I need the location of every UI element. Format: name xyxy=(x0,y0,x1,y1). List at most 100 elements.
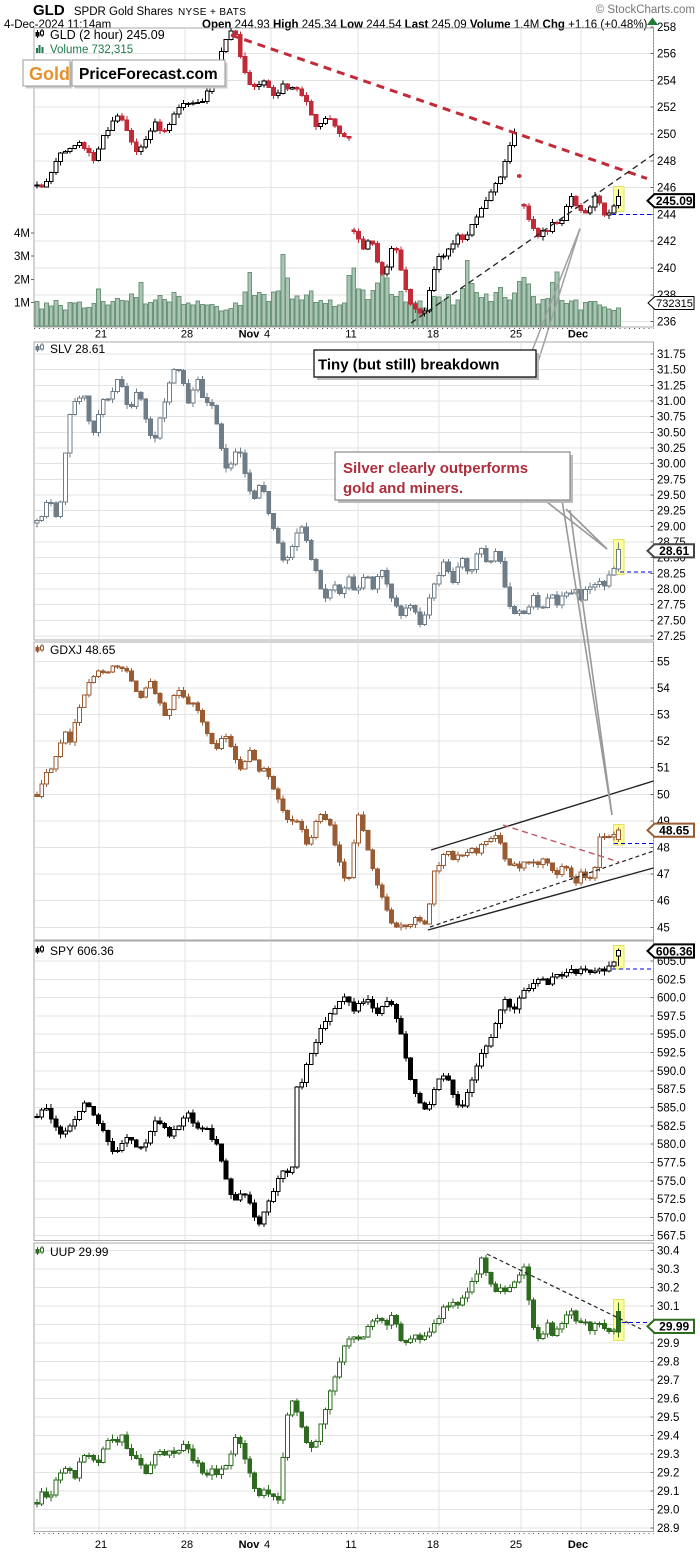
svg-text:28.61: 28.61 xyxy=(659,544,689,558)
svg-text:1M: 1M xyxy=(14,298,30,310)
svg-text:29.2: 29.2 xyxy=(657,1468,679,1480)
svg-text:29.00: 29.00 xyxy=(657,521,686,533)
svg-text:30.25: 30.25 xyxy=(657,443,686,455)
svg-text:248: 248 xyxy=(657,156,676,168)
svg-text:53: 53 xyxy=(657,710,670,722)
svg-text:28.9: 28.9 xyxy=(657,1523,679,1535)
svg-text:27.75: 27.75 xyxy=(657,600,686,612)
svg-text:25: 25 xyxy=(510,1539,522,1551)
svg-text:4: 4 xyxy=(264,329,270,341)
svg-text:21: 21 xyxy=(95,329,107,341)
svg-text:30.4: 30.4 xyxy=(657,1246,680,1258)
svg-text:4: 4 xyxy=(264,1539,270,1551)
svg-text:11: 11 xyxy=(345,1539,356,1551)
svg-text:30.00: 30.00 xyxy=(657,459,686,471)
svg-text:4M: 4M xyxy=(14,228,30,240)
svg-text:29.7: 29.7 xyxy=(657,1375,679,1387)
svg-text:732315: 732315 xyxy=(656,298,693,310)
svg-text:29.6: 29.6 xyxy=(657,1394,679,1406)
svg-text:29.4: 29.4 xyxy=(657,1431,680,1443)
svg-text:27.25: 27.25 xyxy=(657,631,686,643)
svg-text:27.50: 27.50 xyxy=(657,615,686,627)
svg-text:52: 52 xyxy=(657,736,670,748)
svg-text:572.5: 572.5 xyxy=(657,1194,686,1206)
svg-text:29.0: 29.0 xyxy=(657,1505,679,1517)
svg-text:250: 250 xyxy=(657,129,676,141)
svg-text:3M: 3M xyxy=(14,251,30,263)
svg-text:587.5: 587.5 xyxy=(657,1084,686,1096)
svg-text:580.0: 580.0 xyxy=(657,1139,686,1151)
svg-text:595.0: 595.0 xyxy=(657,1029,686,1041)
svg-text:29.1: 29.1 xyxy=(657,1486,679,1498)
svg-text:590.0: 590.0 xyxy=(657,1066,686,1078)
svg-text:570.0: 570.0 xyxy=(657,1212,686,1224)
svg-text:© StockCharts.com: © StockCharts.com xyxy=(596,4,695,16)
svg-text:54: 54 xyxy=(657,683,670,695)
svg-text:51: 51 xyxy=(657,763,670,775)
svg-text:46: 46 xyxy=(657,896,670,908)
svg-text:31.50: 31.50 xyxy=(657,365,686,377)
svg-text:31.25: 31.25 xyxy=(657,380,686,392)
svg-text:605.0: 605.0 xyxy=(657,956,686,968)
svg-text:28: 28 xyxy=(181,1539,193,1551)
svg-text:31.75: 31.75 xyxy=(657,349,686,361)
svg-text:30.2: 30.2 xyxy=(657,1283,679,1295)
svg-text:50: 50 xyxy=(657,789,670,801)
svg-text:SPY 606.36: SPY 606.36 xyxy=(50,944,114,958)
svg-text:30.75: 30.75 xyxy=(657,412,686,424)
svg-text:606.36: 606.36 xyxy=(656,944,693,958)
svg-text:30.1: 30.1 xyxy=(657,1301,679,1313)
svg-text:11: 11 xyxy=(345,329,356,341)
svg-text:Silver clearly outperforms: Silver clearly outperforms xyxy=(343,460,528,477)
svg-text:29.3: 29.3 xyxy=(657,1449,679,1461)
svg-text:29.5: 29.5 xyxy=(657,1412,679,1424)
svg-text:45: 45 xyxy=(657,922,670,934)
svg-text:29.50: 29.50 xyxy=(657,490,686,502)
svg-text:567.5: 567.5 xyxy=(657,1231,686,1243)
svg-text:575.0: 575.0 xyxy=(657,1176,686,1188)
svg-text:28.25: 28.25 xyxy=(657,568,686,580)
svg-text:236: 236 xyxy=(657,317,676,329)
svg-text:602.5: 602.5 xyxy=(657,974,686,986)
svg-text:31.00: 31.00 xyxy=(657,396,686,408)
svg-text:gold and miners.: gold and miners. xyxy=(343,480,463,497)
svg-text:Nov: Nov xyxy=(239,1539,261,1551)
svg-text:Dec: Dec xyxy=(568,329,588,341)
svg-text:600.0: 600.0 xyxy=(657,993,686,1005)
svg-text:21: 21 xyxy=(95,1539,107,1551)
svg-text:UUP 29.99: UUP 29.99 xyxy=(50,1245,109,1259)
svg-text:582.5: 582.5 xyxy=(657,1121,686,1133)
svg-text:18: 18 xyxy=(427,1539,439,1551)
svg-text:240: 240 xyxy=(657,263,676,275)
svg-text:2M: 2M xyxy=(14,274,30,286)
svg-text:30.50: 30.50 xyxy=(657,427,686,439)
svg-text:55: 55 xyxy=(657,656,670,668)
svg-text:254: 254 xyxy=(657,75,677,87)
svg-text:29.75: 29.75 xyxy=(657,474,686,486)
svg-text:252: 252 xyxy=(657,102,676,114)
svg-text:GLD (2 hour) 245.09: GLD (2 hour) 245.09 xyxy=(50,28,165,42)
svg-text:577.5: 577.5 xyxy=(657,1157,686,1169)
svg-text:245.09: 245.09 xyxy=(656,194,693,208)
svg-text:28: 28 xyxy=(181,329,193,341)
svg-text:Tiny (but still) breakdown: Tiny (but still) breakdown xyxy=(318,357,499,374)
svg-text:256: 256 xyxy=(657,49,676,61)
svg-text:28.00: 28.00 xyxy=(657,584,686,596)
svg-text:48.65: 48.65 xyxy=(659,824,689,838)
svg-text:Dec: Dec xyxy=(568,1539,588,1551)
svg-text:242: 242 xyxy=(657,236,676,248)
svg-text:29.25: 29.25 xyxy=(657,506,686,518)
svg-text:30.3: 30.3 xyxy=(657,1264,679,1276)
svg-text:25: 25 xyxy=(510,329,522,341)
svg-text:258: 258 xyxy=(657,22,676,34)
svg-text:592.5: 592.5 xyxy=(657,1048,686,1060)
svg-text:PriceForecast.com: PriceForecast.com xyxy=(79,66,218,83)
svg-text:246: 246 xyxy=(657,183,676,195)
svg-text:597.5: 597.5 xyxy=(657,1011,686,1023)
svg-text:29.8: 29.8 xyxy=(657,1357,679,1369)
svg-text:18: 18 xyxy=(427,329,439,341)
svg-text:29.99: 29.99 xyxy=(659,1320,689,1334)
svg-text:585.0: 585.0 xyxy=(657,1103,686,1115)
svg-text:244: 244 xyxy=(657,209,677,221)
